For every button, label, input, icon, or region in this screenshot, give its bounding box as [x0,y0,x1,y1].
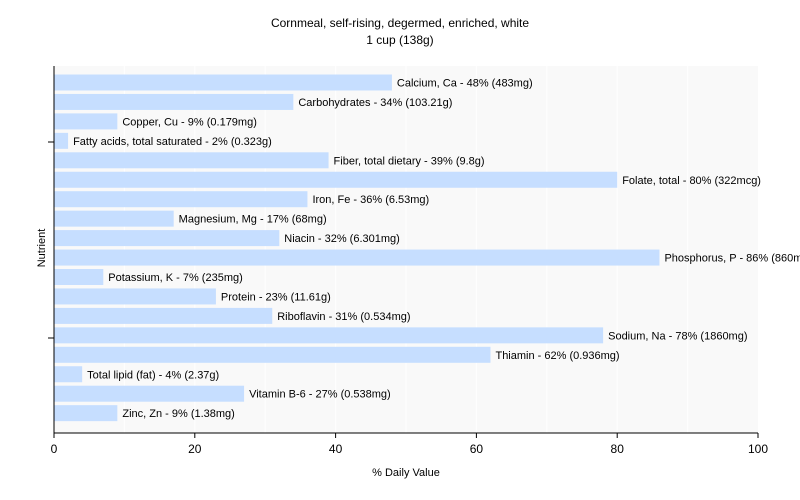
bar-label: Fiber, total dietary - 39% (9.8g) [334,155,485,167]
bar-labels: Calcium, Ca - 48% (483mg) Carbohydrates -… [73,78,800,421]
bar [54,152,329,169]
x-tick-label: 60 [470,442,484,456]
bar-label: Copper, Cu - 9% (0.179mg) [122,116,257,128]
x-axis-title: % Daily Value [372,467,440,479]
bar [54,288,216,305]
bar [54,366,83,383]
bar-label: Iron, Fe - 36% (6.53mg) [312,194,429,206]
x-tick-label: 100 [748,442,768,456]
bar-label: Protein - 23% (11.61g) [221,291,331,303]
bar [54,93,294,110]
bar-label: Phosphorus, P - 86% (860mg) [664,253,800,265]
bar-label: Folate, total - 80% (322mcg) [622,175,761,187]
bar [54,74,392,91]
grid-lines [123,66,689,433]
bar-label: Total lipid (fat) - 4% (2.37g) [87,369,219,381]
bar [54,346,491,363]
bar-label: Vitamin B-6 - 27% (0.538mg) [249,389,391,401]
chart-title: Cornmeal, self-rising, degermed, enriche… [271,16,529,30]
bar-label: Magnesium, Mg - 17% (68mg) [179,214,327,226]
bar [54,132,69,149]
bar-label: Thiamin - 62% (0.936mg) [495,350,619,362]
x-tick-label: 40 [329,442,343,456]
bar [54,307,273,324]
bar [54,171,618,188]
bar [54,385,245,402]
bar [54,405,118,422]
bar [54,249,660,266]
bar [54,210,174,227]
bar-label: Potassium, K - 7% (235mg) [108,272,243,284]
x-tick-label: 80 [611,442,625,456]
bar-label: Carbohydrates - 34% (103.21g) [298,97,452,109]
chart-subtitle: 1 cup (138g) [366,33,433,47]
bar [54,269,104,285]
x-tick-labels: 0 20 40 60 80 100 [51,442,769,456]
bar [54,327,604,344]
bar [54,191,308,208]
x-tick-label: 20 [188,442,202,456]
bar [54,230,280,247]
y-axis-title: Nutrient [36,229,48,268]
bar-label: Niacin - 32% (6.301mg) [284,233,400,245]
bar-label: Sodium, Na - 78% (1860mg) [608,330,747,342]
bar-label: Zinc, Zn - 9% (1.38mg) [122,408,234,420]
x-tick-label: 0 [51,442,58,456]
axes [48,66,759,438]
bars [54,74,660,422]
bar [54,113,118,130]
bar-label: Calcium, Ca - 48% (483mg) [397,78,533,90]
bar-label: Riboflavin - 31% (0.534mg) [277,311,410,323]
bar-label: Fatty acids, total saturated - 2% (0.323… [73,136,272,148]
